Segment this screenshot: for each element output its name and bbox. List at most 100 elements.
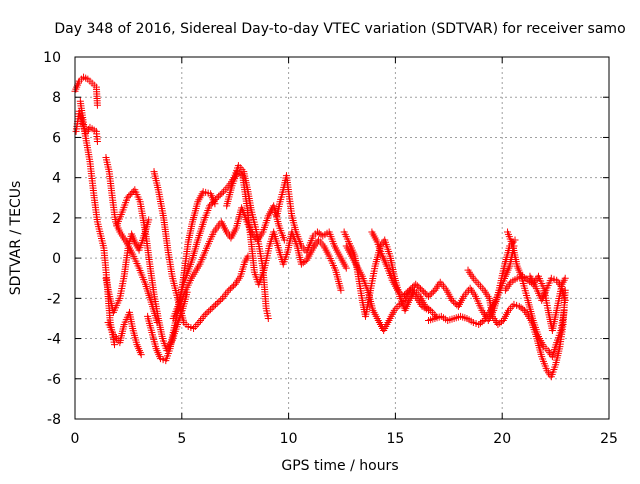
data-point — [213, 194, 221, 202]
data-point — [416, 285, 424, 293]
data-point — [125, 192, 133, 200]
x-tick-label: 15 — [386, 431, 404, 447]
series-track-p — [368, 228, 519, 324]
x-tick-label: 10 — [280, 431, 298, 447]
data-point — [208, 304, 216, 312]
data-point — [448, 296, 456, 304]
data-point — [412, 280, 420, 288]
data-point — [280, 236, 288, 244]
data-point — [264, 314, 272, 322]
data-point — [315, 229, 323, 237]
x-tick-label: 5 — [177, 431, 186, 447]
data-point — [450, 298, 458, 306]
x-axis-label: GPS time / hours — [281, 458, 398, 474]
data-point — [497, 318, 505, 326]
data-point — [517, 304, 525, 312]
data-point — [475, 320, 483, 328]
data-point — [496, 319, 504, 327]
data-point — [206, 306, 214, 314]
series-track-q — [425, 242, 518, 328]
data-point — [560, 306, 568, 314]
y-tick-label: 8 — [52, 90, 61, 106]
data-point — [226, 285, 234, 293]
data-point — [215, 192, 223, 200]
series-track-o — [342, 242, 433, 335]
y-tick-label: -8 — [47, 412, 61, 428]
data-point — [342, 264, 350, 272]
data-point — [128, 189, 136, 197]
data-point — [337, 286, 345, 294]
data-point — [313, 228, 321, 236]
data-point — [203, 309, 211, 317]
data-point — [301, 257, 309, 265]
axis-ticks: 0 5 10 15 20 25 -8 -6 -4 -2 0 2 4 6 8 10 — [43, 50, 618, 447]
data-point — [421, 289, 429, 297]
data-point — [137, 351, 145, 359]
data-point — [478, 318, 486, 326]
data-point — [399, 292, 407, 300]
x-tick-label: 20 — [493, 431, 511, 447]
y-tick-label: 10 — [43, 50, 61, 66]
series-track-a — [71, 73, 101, 109]
series-track-e — [102, 216, 153, 316]
data-point — [210, 302, 218, 310]
data-point — [205, 307, 213, 315]
data-point — [415, 283, 423, 291]
data-point — [494, 320, 502, 328]
data-point — [561, 274, 569, 282]
x-tick-label: 25 — [600, 431, 618, 447]
series-track-g — [104, 308, 145, 359]
data-point — [476, 319, 484, 327]
data-point — [123, 194, 131, 202]
data-point — [404, 288, 412, 296]
data-point — [413, 282, 421, 290]
data-point — [93, 137, 101, 145]
data-point — [396, 300, 404, 308]
data-point — [420, 288, 428, 296]
y-tick-label: 4 — [52, 171, 61, 187]
data-point — [218, 189, 226, 197]
series-track-t — [504, 228, 568, 361]
data-point — [207, 200, 215, 208]
data-point — [237, 170, 245, 178]
gridlines — [75, 57, 609, 419]
y-tick-label: -4 — [47, 332, 61, 348]
data-point — [297, 260, 305, 268]
data-point — [213, 299, 221, 307]
data-point — [426, 291, 434, 299]
data-point — [425, 306, 433, 314]
data-markers — [71, 73, 569, 381]
series-track-m — [273, 172, 350, 272]
data-point — [405, 286, 413, 294]
data-point — [228, 283, 236, 291]
data-point — [210, 197, 218, 205]
data-point — [299, 259, 307, 267]
data-point — [230, 282, 238, 290]
y-tick-label: 2 — [52, 211, 61, 227]
data-point — [212, 301, 220, 309]
plot-frame — [74, 56, 610, 420]
data-point — [519, 305, 527, 313]
y-axis-label: SDTVAR / TECUs — [8, 181, 24, 296]
data-point — [216, 191, 224, 199]
data-point — [402, 289, 410, 297]
data-point — [429, 288, 437, 296]
data-point — [235, 169, 243, 177]
y-tick-label: -6 — [47, 372, 61, 388]
data-point — [511, 236, 519, 244]
data-point — [201, 310, 209, 318]
data-point — [418, 286, 426, 294]
series-track-u — [526, 272, 569, 304]
x-tick-label: 0 — [71, 431, 80, 447]
y-tick-label: 0 — [52, 251, 61, 267]
y-tick-label: -2 — [47, 291, 61, 307]
data-point — [225, 286, 233, 294]
series-track-k — [175, 202, 288, 314]
data-point — [111, 341, 119, 349]
data-point — [93, 101, 101, 109]
data-point — [561, 296, 569, 304]
data-point — [212, 195, 220, 203]
chart-title: Day 348 of 2016, Sidereal Day-to-day VTE… — [54, 21, 625, 37]
